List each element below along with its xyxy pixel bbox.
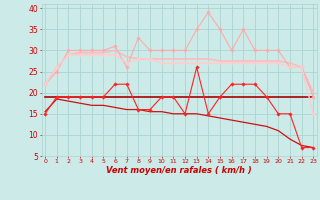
X-axis label: Vent moyen/en rafales ( km/h ): Vent moyen/en rafales ( km/h ) xyxy=(106,166,252,175)
